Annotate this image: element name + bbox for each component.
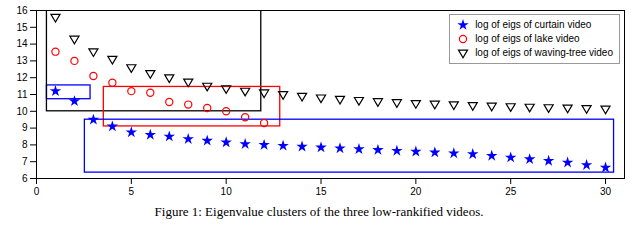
svg-text:7: 7 — [22, 156, 28, 167]
svg-text:12: 12 — [16, 72, 28, 83]
svg-text:6: 6 — [22, 173, 28, 184]
html-text:Figure 1: Eigenvalue clusters: Figure 1: Eigenvalue clusters of the thr… — [154, 204, 484, 219]
html-text:log of eigs of waving-tree vid: log of eigs of waving-tree video — [475, 47, 613, 58]
svg-text:10: 10 — [16, 106, 28, 117]
svg-text:5: 5 — [129, 186, 135, 197]
html-text:log of eigs of lake video: log of eigs of lake video — [475, 33, 580, 44]
svg-text:0: 0 — [34, 186, 40, 197]
svg-text:8: 8 — [22, 139, 28, 150]
svg-text:10: 10 — [221, 186, 233, 197]
svg-text:15: 15 — [315, 186, 327, 197]
svg-text:30: 30 — [600, 186, 612, 197]
svg-text:13: 13 — [16, 55, 28, 66]
svg-text:11: 11 — [17, 89, 28, 100]
svg-text:15: 15 — [16, 22, 28, 33]
svg-text:16: 16 — [16, 5, 28, 16]
svg-text:9: 9 — [22, 122, 28, 133]
svg-text:14: 14 — [16, 38, 28, 49]
svg-text:25: 25 — [505, 186, 517, 197]
svg-text:20: 20 — [410, 186, 422, 197]
html-text:log of eigs of curtain video: log of eigs of curtain video — [475, 19, 592, 30]
